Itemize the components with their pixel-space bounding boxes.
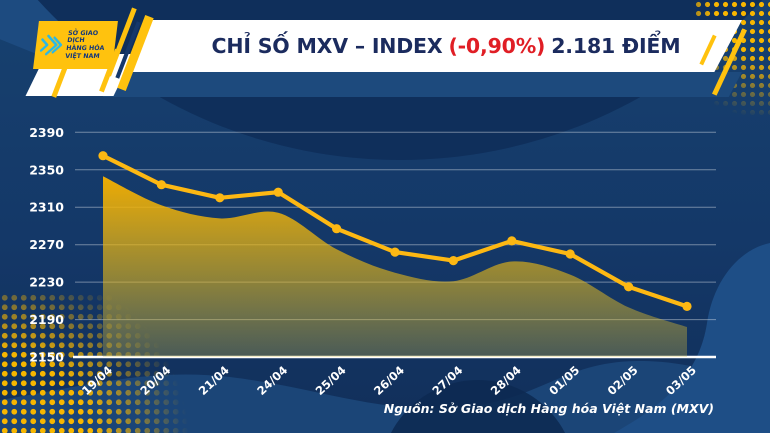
x-axis-label: 21/04 [196,363,232,398]
wave-dark-blob [390,380,566,433]
x-axis-label: 27/04 [429,363,465,398]
data-point-marker [273,187,283,197]
title-change-percent: (-0,90%) [448,34,546,58]
source-note: Nguồn: Sở Giao dịch Hàng hóa Việt Nam (M… [383,401,714,416]
x-axis-label: 20/04 [137,363,173,398]
area-fill [103,176,687,357]
y-axis-label: 2310 [29,200,64,215]
data-point-marker [565,249,575,259]
page-title: CHỈ SỐ MXV – INDEX (-0,90%) 2.181 ĐIỂM [150,20,742,72]
data-point-marker [507,236,517,246]
mxv-logo-icon [39,34,63,56]
data-point-marker [332,224,342,234]
x-axis-label: 02/05 [605,363,641,398]
y-axis-label: 2190 [29,312,64,327]
title-points: 2.181 ĐIỂM [551,34,681,58]
x-axis-label: 25/04 [313,363,349,398]
x-axis-label: 28/04 [488,363,524,398]
y-axis-label: 2390 [29,125,64,140]
x-axis-label: 26/04 [371,363,407,398]
mxv-logo: SỞ GIAO DỊCH HÀNG HÓA VIỆT NAM [33,21,118,69]
y-axis-label: 2150 [29,350,64,365]
y-axis-label: 2350 [29,162,64,177]
data-point-marker [390,247,400,257]
data-point-marker [682,301,692,311]
y-axis-label: 2230 [29,275,64,290]
data-point-marker [624,282,634,292]
data-point-marker [215,193,225,203]
x-axis-label: 01/05 [546,363,582,398]
x-axis-label: 24/04 [254,363,290,398]
data-point-marker [156,180,166,190]
title-prefix: CHỈ SỐ MXV – INDEX [211,34,443,58]
x-axis-label: 03/05 [663,363,699,398]
data-point-marker [98,151,108,161]
data-point-marker [448,256,458,266]
y-axis-label: 2270 [29,237,64,252]
wave-right-swoosh [614,243,770,433]
x-axis-label: 19/04 [79,363,115,398]
